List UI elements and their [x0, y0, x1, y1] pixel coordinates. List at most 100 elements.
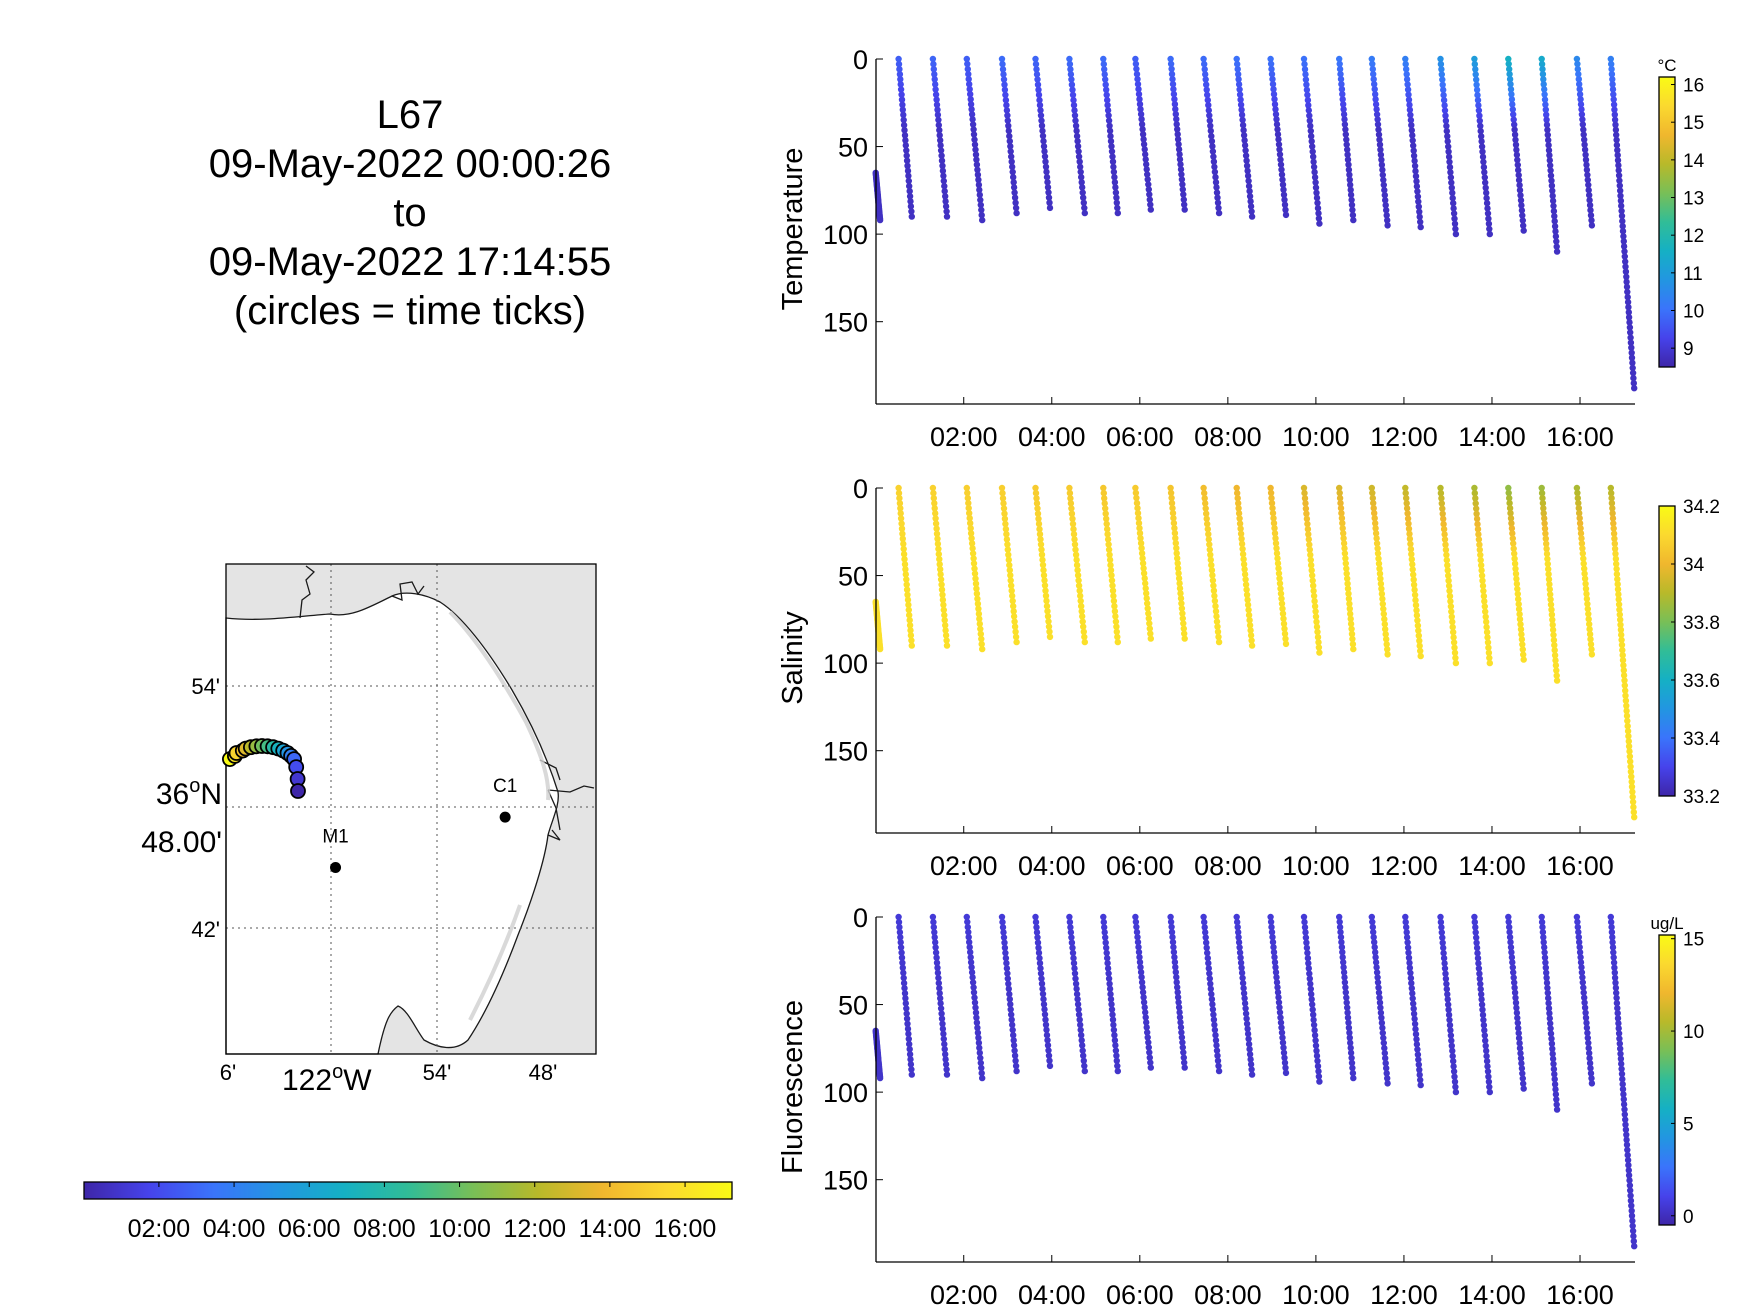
data-point — [938, 581, 945, 588]
data-point — [1372, 91, 1379, 98]
data-point — [1271, 954, 1278, 961]
data-point — [900, 550, 908, 558]
data-point — [1314, 634, 1322, 641]
data-point — [1547, 601, 1555, 608]
data-point — [1376, 141, 1384, 148]
x-tick-label: 14:00 — [1458, 851, 1526, 881]
data-point — [1610, 959, 1618, 966]
data-point — [1044, 613, 1052, 620]
data-point — [1100, 55, 1107, 63]
data-point — [1235, 81, 1243, 88]
data-point — [1046, 628, 1053, 635]
data-point — [897, 76, 904, 83]
data-point — [1553, 667, 1560, 674]
data-point — [1208, 561, 1215, 569]
data-point — [1111, 1032, 1118, 1039]
data-point — [1100, 60, 1108, 68]
data-point — [1411, 591, 1419, 599]
y-tick-label: 150 — [823, 1166, 868, 1196]
data-point — [1375, 555, 1382, 562]
data-point — [1625, 1167, 1633, 1174]
data-point — [901, 556, 908, 563]
data-point — [1037, 970, 1045, 977]
data-point — [1337, 933, 1345, 941]
data-point — [1506, 923, 1513, 931]
data-point — [1412, 1031, 1420, 1038]
data-point — [903, 581, 910, 588]
data-point — [1576, 939, 1583, 946]
data-point — [1204, 525, 1212, 533]
data-point — [1035, 520, 1043, 528]
data-point — [939, 591, 946, 598]
data-point — [1079, 184, 1086, 191]
data-point — [1301, 60, 1308, 68]
data-point — [1345, 590, 1352, 597]
data-point — [1071, 970, 1079, 977]
data-point — [1204, 520, 1211, 528]
data-point — [1617, 1050, 1624, 1058]
data-point — [1617, 192, 1624, 199]
data-point — [1629, 359, 1636, 367]
data-point — [1002, 954, 1010, 962]
data-point — [1511, 560, 1519, 567]
data-point — [1038, 551, 1046, 558]
data-point — [1623, 1141, 1631, 1149]
data-point — [1239, 979, 1247, 987]
data-point — [1629, 788, 1636, 796]
data-point — [1544, 984, 1551, 992]
data-point — [938, 586, 946, 593]
data-point — [1447, 603, 1455, 610]
data-point — [1107, 132, 1114, 140]
data-point — [1583, 595, 1591, 603]
data-point — [903, 157, 911, 164]
data-point — [1473, 939, 1480, 946]
data-point — [1106, 980, 1113, 987]
data-point — [903, 586, 911, 593]
data-point — [1630, 1232, 1637, 1240]
data-point — [1236, 944, 1243, 951]
data-point — [1405, 91, 1412, 98]
data-point — [1577, 101, 1585, 108]
data-point — [1236, 520, 1244, 527]
data-point — [1172, 106, 1179, 113]
data-point — [1625, 738, 1633, 745]
data-point — [1445, 582, 1453, 590]
data-point — [1347, 1039, 1354, 1047]
x-tick-label: 12:00 — [1370, 422, 1438, 452]
data-point — [1102, 81, 1109, 88]
data-point — [1510, 969, 1517, 976]
data-point — [1336, 65, 1344, 73]
data-point — [1452, 659, 1460, 667]
data-point — [1068, 510, 1076, 517]
data-point — [1440, 86, 1447, 94]
data-point — [902, 995, 909, 1002]
data-point — [1518, 207, 1526, 214]
data-point — [1475, 531, 1482, 538]
data-point — [1312, 1042, 1320, 1049]
data-point — [1002, 525, 1010, 533]
data-point — [1346, 605, 1354, 612]
data-point — [1273, 121, 1281, 128]
data-point — [1238, 106, 1245, 114]
data-point — [1448, 608, 1455, 615]
colorbar-unit: ug/L — [1650, 914, 1683, 933]
data-point — [970, 984, 977, 991]
data-point — [1511, 555, 1518, 562]
data-point — [1347, 1049, 1355, 1057]
data-point — [1045, 618, 1052, 625]
data-point — [1445, 577, 1452, 584]
data-point — [1438, 495, 1445, 502]
data-point — [1140, 141, 1148, 148]
data-point — [974, 595, 981, 602]
lat-label-42: 42' — [191, 917, 220, 942]
data-point — [1607, 484, 1615, 492]
data-point — [1000, 500, 1007, 507]
data-point — [1578, 540, 1586, 547]
data-point — [1519, 646, 1527, 653]
data-point — [1077, 1026, 1084, 1034]
data-point — [1613, 560, 1620, 568]
data-point — [1210, 587, 1218, 594]
data-point — [1205, 960, 1212, 967]
data-point — [1177, 161, 1184, 168]
data-point — [1006, 567, 1013, 574]
